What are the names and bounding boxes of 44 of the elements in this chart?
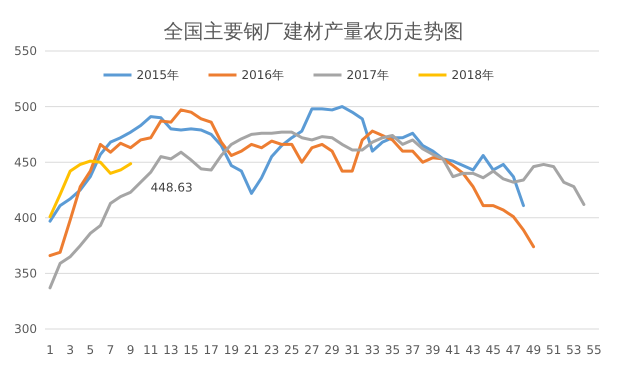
x-tick-label: 9 [126,343,134,357]
y-tick-label: 400 [14,211,37,225]
x-tick-label: 7 [106,343,114,357]
x-tick-label: 13 [163,343,179,357]
y-tick-label: 450 [14,155,37,170]
y-tick-label: 550 [14,44,37,58]
annotation: 448.63 [150,180,193,195]
y-tick-label: 300 [14,322,37,336]
x-tick-label: 27 [304,343,320,357]
x-tick-label: 49 [526,343,542,357]
x-tick-label: 37 [405,343,420,357]
x-tick-label: 29 [324,343,340,357]
line-series [48,108,536,258]
line-series [48,130,586,290]
x-tick-label: 3 [66,343,74,357]
x-tick-label: 41 [445,343,461,357]
legend-label: 2018年 [452,68,494,82]
x-tick-label: 11 [143,343,158,357]
x-tick-label: 31 [344,343,360,357]
legend-label: 2016年 [242,68,284,82]
x-tick-label: 55 [586,343,602,357]
x-tick-label: 47 [506,343,522,357]
line-series [48,105,525,223]
x-tick-label: 53 [566,343,582,357]
y-tick-label: 350 [14,266,37,281]
y-tick-label: 500 [14,100,37,114]
chart-title: 全国主要钢厂建材产量农历走势图 [164,19,464,43]
line-series [48,160,132,218]
x-tick-label: 43 [465,343,481,357]
x-tick-label: 5 [86,343,94,357]
x-tick-label: 51 [546,343,562,357]
x-tick-label: 25 [284,343,300,357]
x-tick-label: 35 [384,343,400,357]
legend-label: 2015年 [136,68,180,82]
x-tick-label: 1 [46,343,54,357]
x-tick-label: 15 [183,343,199,357]
x-tick-label: 17 [204,343,219,357]
x-tick-label: 23 [264,343,280,357]
x-tick-label: 45 [486,343,501,357]
x-tick-label: 39 [425,343,440,357]
legend-label: 2017年 [346,68,390,82]
x-tick-label: 33 [364,343,380,357]
x-tick-label: 21 [244,343,260,357]
x-tick-label: 19 [224,343,239,357]
